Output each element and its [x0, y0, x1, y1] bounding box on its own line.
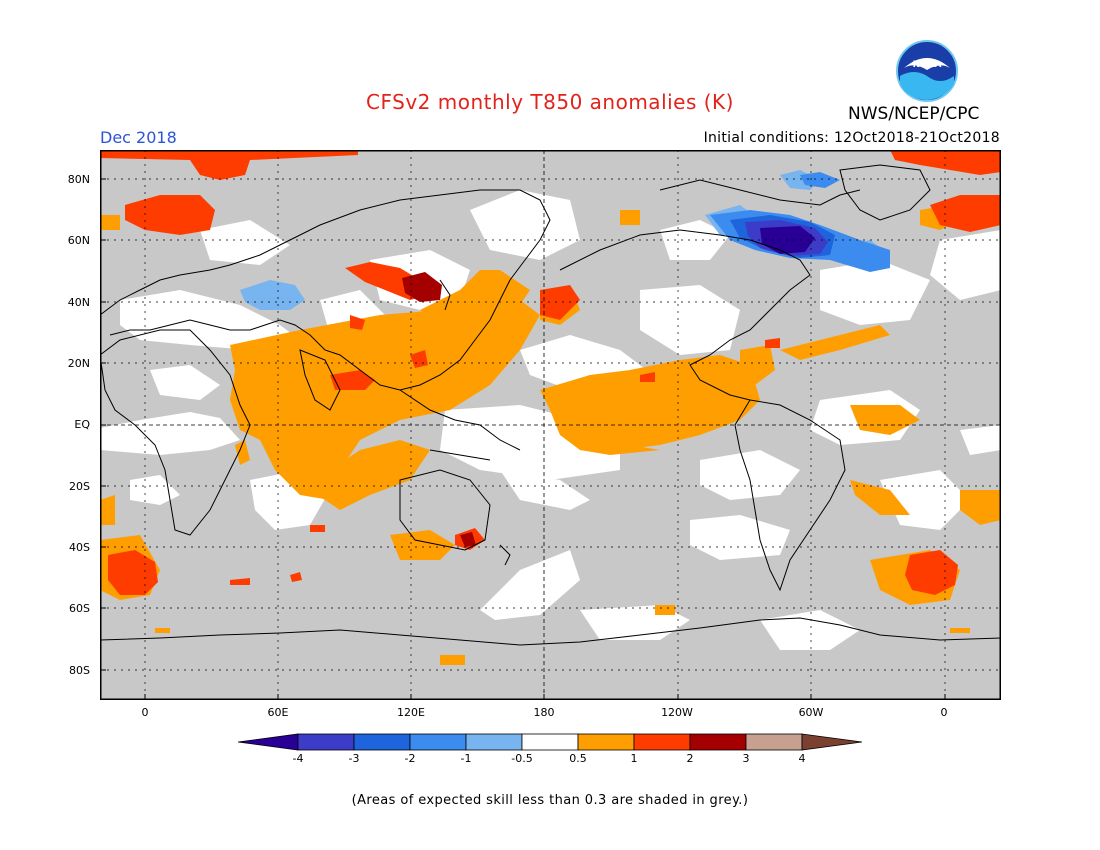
lon-label: 60W	[798, 706, 824, 719]
equator-dateline	[100, 150, 1001, 700]
colorbar-swatch	[689, 733, 747, 751]
colorbar-label: 3	[742, 752, 750, 765]
colorbar-label: -3	[348, 752, 360, 765]
lat-label: 40S	[69, 541, 90, 554]
lon-label: 120W	[661, 706, 693, 719]
warm-anomaly-1-2-regions	[100, 150, 1001, 595]
lon-label: 180	[533, 706, 555, 719]
colorbar-swatch	[465, 733, 523, 751]
warm-anomaly-2-3-regions	[402, 272, 476, 547]
agency-label: NWS/NCEP/CPC	[848, 104, 980, 124]
colorbar-swatch	[297, 733, 355, 751]
colorbar	[238, 733, 862, 751]
lat-label: 20N	[67, 357, 90, 370]
lat-label: 80S	[69, 664, 90, 677]
lat-label: 20S	[69, 480, 90, 493]
lon-label: 60E	[267, 706, 289, 719]
lat-label: EQ	[74, 418, 90, 431]
colorbar-swatch	[353, 733, 411, 751]
initial-conditions: Initial conditions: 12Oct2018-21Oct2018	[703, 130, 1000, 146]
warm-anomaly-0.5-1-regions	[100, 205, 1001, 665]
noaa-logo: NOAA	[896, 40, 958, 102]
coastlines	[100, 164, 1001, 646]
colorbar-label: 4	[798, 752, 806, 765]
axis-ticks	[100, 178, 946, 700]
svg-text:NOAA: NOAA	[913, 60, 942, 70]
colorbar-high-arrow	[801, 733, 862, 751]
colorbar-low-arrow	[238, 733, 299, 751]
colorbar-label: -0.5	[511, 752, 533, 765]
lat-label: 60S	[69, 602, 90, 615]
colorbar-swatch	[409, 733, 467, 751]
colorbar-swatch	[745, 733, 803, 751]
lat-label: 60N	[67, 234, 90, 247]
lon-label: 0	[141, 706, 149, 719]
colorbar-label: 1	[630, 752, 638, 765]
lon-label: 0	[940, 706, 948, 719]
lon-label: 120E	[397, 706, 425, 719]
colorbar-label: 2	[686, 752, 694, 765]
valid-month: Dec 2018	[100, 128, 177, 147]
colorbar-label: -1	[460, 752, 472, 765]
colorbar-swatch	[577, 733, 635, 751]
lat-label: 40N	[67, 296, 90, 309]
skill-footnote: (Areas of expected skill less than 0.3 a…	[351, 793, 749, 808]
lat-label: 80N	[67, 173, 90, 186]
anomaly-map	[100, 150, 1001, 700]
colorbar-swatch	[633, 733, 691, 751]
colorbar-swatch	[521, 733, 579, 751]
colorbar-label: 0.5	[569, 752, 587, 765]
colorbar-label: -2	[404, 752, 416, 765]
neutral-anomaly-regions	[100, 190, 1001, 650]
map-title: CFSv2 monthly T850 anomalies (K)	[366, 90, 734, 114]
colorbar-label: -4	[292, 752, 304, 765]
